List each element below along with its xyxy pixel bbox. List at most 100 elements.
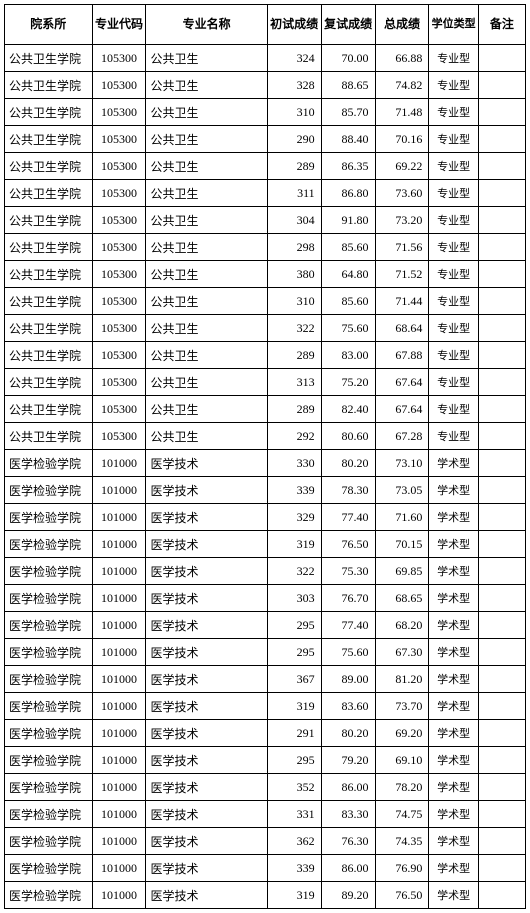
cell-dept: 医学检验学院: [5, 504, 93, 531]
cell-degree: 学术型: [429, 585, 478, 612]
cell-remark: [478, 747, 525, 774]
cell-degree: 学术型: [429, 504, 478, 531]
cell-degree: 专业型: [429, 153, 478, 180]
cell-major: 医学技术: [146, 720, 267, 747]
cell-dept: 医学检验学院: [5, 450, 93, 477]
cell-total: 69.10: [375, 747, 429, 774]
table-row: 公共卫生学院105300公共卫生28982.4067.64专业型: [5, 396, 526, 423]
cell-major: 医学技术: [146, 558, 267, 585]
cell-remark: [478, 180, 525, 207]
cell-code: 105300: [92, 72, 146, 99]
cell-total: 71.44: [375, 288, 429, 315]
cell-prelim: 313: [267, 369, 321, 396]
cell-remark: [478, 639, 525, 666]
cell-code: 101000: [92, 531, 146, 558]
cell-code: 105300: [92, 423, 146, 450]
cell-total: 71.48: [375, 99, 429, 126]
table-row: 医学检验学院101000医学技术29575.6067.30学术型: [5, 639, 526, 666]
cell-remark: [478, 450, 525, 477]
cell-retest: 77.40: [321, 504, 375, 531]
cell-retest: 78.30: [321, 477, 375, 504]
cell-major: 医学技术: [146, 801, 267, 828]
cell-remark: [478, 396, 525, 423]
table-row: 公共卫生学院105300公共卫生30491.8073.20专业型: [5, 207, 526, 234]
cell-remark: [478, 99, 525, 126]
cell-retest: 83.00: [321, 342, 375, 369]
table-row: 公共卫生学院105300公共卫生38064.8071.52专业型: [5, 261, 526, 288]
cell-total: 81.20: [375, 666, 429, 693]
cell-prelim: 291: [267, 720, 321, 747]
cell-remark: [478, 72, 525, 99]
cell-degree: 专业型: [429, 315, 478, 342]
cell-total: 67.88: [375, 342, 429, 369]
cell-total: 74.35: [375, 828, 429, 855]
cell-dept: 医学检验学院: [5, 828, 93, 855]
cell-total: 71.56: [375, 234, 429, 261]
cell-remark: [478, 342, 525, 369]
cell-major: 公共卫生: [146, 153, 267, 180]
table-row: 医学检验学院101000医学技术31976.5070.15学术型: [5, 531, 526, 558]
table-row: 医学检验学院101000医学技术35286.0078.20学术型: [5, 774, 526, 801]
cell-major: 公共卫生: [146, 342, 267, 369]
cell-prelim: 304: [267, 207, 321, 234]
cell-dept: 公共卫生学院: [5, 126, 93, 153]
cell-total: 67.30: [375, 639, 429, 666]
cell-degree: 学术型: [429, 666, 478, 693]
cell-retest: 86.00: [321, 774, 375, 801]
cell-total: 73.10: [375, 450, 429, 477]
cell-degree: 专业型: [429, 207, 478, 234]
cell-retest: 75.20: [321, 369, 375, 396]
table-row: 医学检验学院101000医学技术36276.3074.35学术型: [5, 828, 526, 855]
cell-remark: [478, 45, 525, 72]
cell-retest: 80.20: [321, 720, 375, 747]
cell-prelim: 339: [267, 477, 321, 504]
cell-retest: 80.60: [321, 423, 375, 450]
cell-major: 医学技术: [146, 828, 267, 855]
cell-remark: [478, 531, 525, 558]
cell-dept: 医学检验学院: [5, 666, 93, 693]
cell-degree: 学术型: [429, 477, 478, 504]
cell-degree: 专业型: [429, 423, 478, 450]
cell-code: 101000: [92, 585, 146, 612]
cell-dept: 医学检验学院: [5, 531, 93, 558]
header-degree: 学位类型: [429, 5, 478, 45]
table-row: 公共卫生学院105300公共卫生28983.0067.88专业型: [5, 342, 526, 369]
cell-degree: 学术型: [429, 531, 478, 558]
cell-prelim: 380: [267, 261, 321, 288]
cell-major: 医学技术: [146, 585, 267, 612]
cell-retest: 64.80: [321, 261, 375, 288]
cell-prelim: 322: [267, 558, 321, 585]
cell-total: 73.70: [375, 693, 429, 720]
cell-prelim: 339: [267, 855, 321, 882]
cell-total: 74.75: [375, 801, 429, 828]
table-row: 公共卫生学院105300公共卫生31186.8073.60专业型: [5, 180, 526, 207]
cell-remark: [478, 234, 525, 261]
cell-dept: 公共卫生学院: [5, 369, 93, 396]
cell-dept: 公共卫生学院: [5, 288, 93, 315]
cell-total: 69.20: [375, 720, 429, 747]
cell-remark: [478, 153, 525, 180]
cell-major: 医学技术: [146, 477, 267, 504]
cell-code: 101000: [92, 720, 146, 747]
table-row: 医学检验学院101000医学技术33183.3074.75学术型: [5, 801, 526, 828]
cell-prelim: 311: [267, 180, 321, 207]
cell-total: 76.50: [375, 882, 429, 909]
cell-code: 105300: [92, 396, 146, 423]
cell-total: 67.64: [375, 396, 429, 423]
cell-prelim: 295: [267, 612, 321, 639]
cell-prelim: 322: [267, 315, 321, 342]
cell-prelim: 352: [267, 774, 321, 801]
cell-retest: 76.50: [321, 531, 375, 558]
cell-degree: 专业型: [429, 180, 478, 207]
cell-code: 101000: [92, 693, 146, 720]
cell-retest: 85.60: [321, 288, 375, 315]
header-major: 专业名称: [146, 5, 267, 45]
cell-degree: 专业型: [429, 261, 478, 288]
cell-dept: 公共卫生学院: [5, 45, 93, 72]
cell-code: 101000: [92, 558, 146, 585]
cell-prelim: 330: [267, 450, 321, 477]
table-row: 公共卫生学院105300公共卫生32888.6574.82专业型: [5, 72, 526, 99]
cell-degree: 专业型: [429, 126, 478, 153]
cell-remark: [478, 720, 525, 747]
cell-prelim: 303: [267, 585, 321, 612]
